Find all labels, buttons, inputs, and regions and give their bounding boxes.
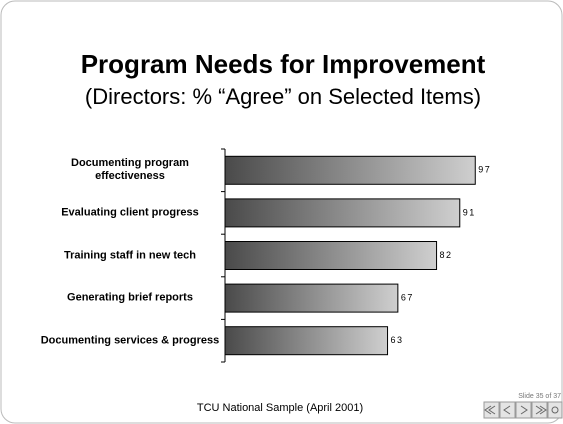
first-icon xyxy=(484,405,496,415)
bar xyxy=(224,283,399,313)
prev-icon xyxy=(503,405,511,415)
bar xyxy=(224,198,461,228)
next-icon xyxy=(520,405,528,415)
value-label: 67 xyxy=(401,292,414,302)
category-label: Generating brief reports xyxy=(67,291,193,304)
chart-subtitle: (Directors: % “Agree” on Selected Items) xyxy=(85,84,481,109)
category-label: Training staff in new tech xyxy=(63,249,197,261)
slide-indicator: Slide 35 of 37 xyxy=(518,393,561,400)
category-label: Documenting services & progress xyxy=(40,334,220,347)
value-label: 91 xyxy=(463,207,476,217)
chart-title: Program Needs for Improvement xyxy=(81,49,486,79)
bar xyxy=(224,326,389,356)
first-button[interactable] xyxy=(483,401,500,419)
last-button[interactable] xyxy=(531,401,548,419)
value-label: 97 xyxy=(478,165,491,175)
bar xyxy=(224,155,476,185)
outline-icon xyxy=(551,406,559,414)
nav-buttons xyxy=(483,401,563,419)
category-label: Documenting program effectiveness xyxy=(71,157,189,183)
outline-button[interactable] xyxy=(547,401,563,419)
category-label: Evaluating client progress xyxy=(61,206,199,219)
next-button[interactable] xyxy=(515,401,532,419)
bar xyxy=(224,241,438,270)
value-label: 82 xyxy=(440,250,453,260)
footer: TCU National Sample (April 2001) xyxy=(197,402,363,414)
value-label: 63 xyxy=(391,335,404,345)
prev-button[interactable] xyxy=(499,401,516,419)
last-icon xyxy=(535,405,547,415)
